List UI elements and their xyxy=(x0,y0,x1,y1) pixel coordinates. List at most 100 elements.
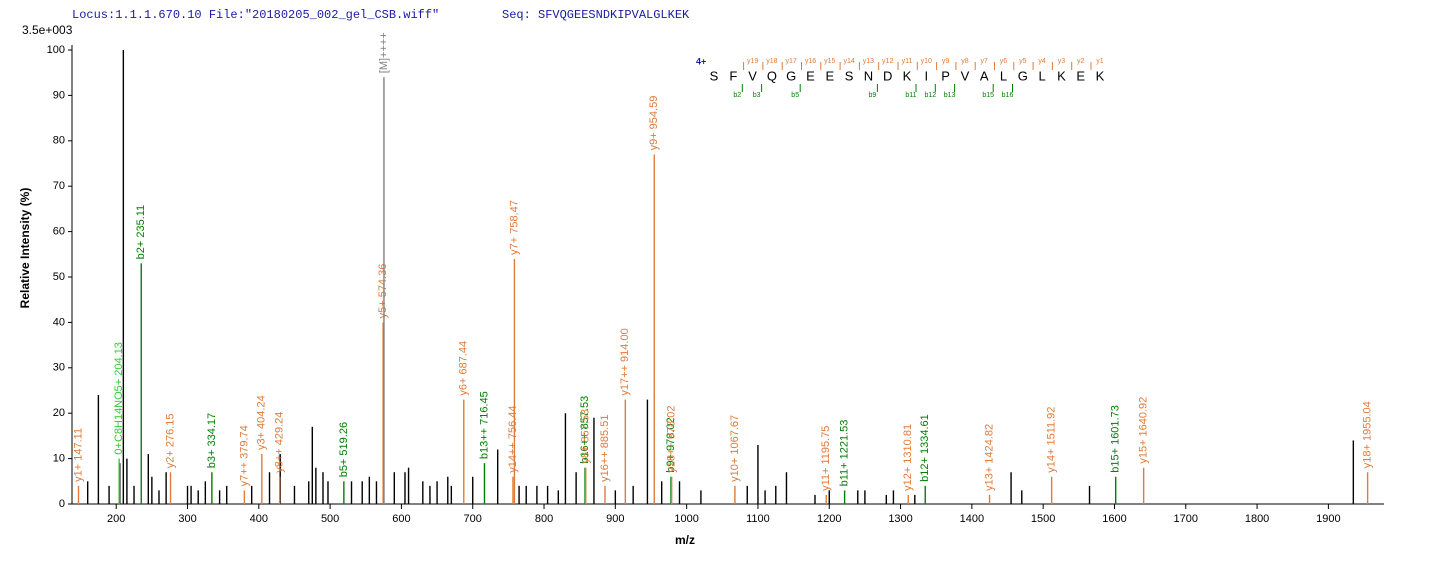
peak-label: y5+ 574.36 xyxy=(377,264,389,319)
peak-label: b11+ 1221.53 xyxy=(839,420,851,487)
peak-label: y15+ 1640.92 xyxy=(1138,397,1150,464)
residue: K xyxy=(1096,68,1105,83)
peak-label: b9+ 978.02 xyxy=(665,417,677,472)
y-axis-label: Relative Intensity (%) xyxy=(18,188,32,309)
x-tick-label: 1200 xyxy=(817,513,841,525)
b-ion-label: b13 xyxy=(944,92,956,99)
y-ion-label: y9 xyxy=(942,58,950,65)
y-ion-label: y4 xyxy=(1038,58,1046,65)
y-tick-label: 70 xyxy=(53,180,65,192)
y-ion-label: y10 xyxy=(921,58,932,65)
y-ion-label: y15 xyxy=(824,58,835,65)
peak-label: y13+ 1424.82 xyxy=(983,424,995,491)
y-tick-label: 60 xyxy=(53,226,65,238)
peak-label: y2+ 276.15 xyxy=(164,413,176,468)
peak-label: y16++ 885.51 xyxy=(599,415,611,482)
y-tick-label: 90 xyxy=(53,89,65,101)
x-tick-label: 800 xyxy=(535,513,553,525)
x-tick-label: 1100 xyxy=(746,513,770,525)
y-ion-label: y3 xyxy=(1058,58,1066,65)
y-tick-label: 30 xyxy=(53,362,65,374)
x-tick-label: 600 xyxy=(392,513,410,525)
residue: V xyxy=(961,68,970,83)
residue: E xyxy=(1076,68,1085,83)
peak-label: b15+ 1601.73 xyxy=(1110,405,1122,473)
x-tick-label: 1700 xyxy=(1174,513,1198,525)
peak-label: y7+ 758.47 xyxy=(508,200,520,255)
peak-label: y9+ 954.59 xyxy=(648,96,660,151)
y-ion-label: y14 xyxy=(843,58,854,65)
residue: L xyxy=(1000,68,1007,83)
peak-label: y8++ 429.24 xyxy=(274,412,286,473)
residue: G xyxy=(1018,68,1028,83)
peak-label: y7++ 379.74 xyxy=(238,425,250,486)
x-tick-label: 1300 xyxy=(888,513,912,525)
y-ion-label: y7 xyxy=(980,58,988,65)
charge-label: 4+ xyxy=(696,56,706,66)
y-ion-label: y8 xyxy=(961,58,969,65)
peak-label: b5+ 519.26 xyxy=(338,422,350,477)
peak-label: y3+ 404.24 xyxy=(256,395,268,450)
x-tick-label: 400 xyxy=(250,513,268,525)
residue: D xyxy=(883,68,892,83)
peak-label: [M]++++ xyxy=(378,32,390,73)
residue: E xyxy=(806,68,815,83)
x-tick-label: 1600 xyxy=(1102,513,1126,525)
y-ion-label: y18 xyxy=(766,58,777,65)
peak-label: y10+ 1067.67 xyxy=(729,415,741,482)
y-tick-label: 0 xyxy=(59,498,65,510)
y-ion-label: y1 xyxy=(1096,58,1104,65)
scale-label: 3.5e+003 xyxy=(22,23,73,37)
residue: N xyxy=(864,68,873,83)
peak-label: b12+ 1334.61 xyxy=(919,414,931,482)
y-ion-label: y11 xyxy=(902,58,913,65)
residue: P xyxy=(941,68,950,83)
x-tick-label: 1400 xyxy=(960,513,984,525)
x-tick-label: 1900 xyxy=(1316,513,1340,525)
b-ion-label: b3 xyxy=(753,92,761,99)
x-tick-label: 1800 xyxy=(1245,513,1269,525)
y-tick-label: 50 xyxy=(53,271,65,283)
y-tick-label: 20 xyxy=(53,407,65,419)
peak-label: b16++ 857.53 xyxy=(579,396,591,464)
residue: F xyxy=(729,68,737,83)
residue: I xyxy=(924,68,928,83)
peak-label: b13++ 716.45 xyxy=(478,391,490,459)
b-ion-label: b9 xyxy=(869,92,877,99)
residue: Q xyxy=(767,68,777,83)
residue: K xyxy=(1057,68,1066,83)
peak-label: y11+ 1195.75 xyxy=(820,426,832,491)
y-tick-label: 100 xyxy=(47,44,65,56)
peak-label: b3+ 334.17 xyxy=(206,413,218,468)
b-ion-label: b2 xyxy=(733,92,741,99)
x-tick-label: 900 xyxy=(606,513,624,525)
peak-label: y18++ 978.02 xyxy=(666,405,678,472)
b-ion-label: b5 xyxy=(791,92,799,99)
residue: G xyxy=(786,68,796,83)
residue: V xyxy=(748,68,757,83)
x-tick-label: 700 xyxy=(464,513,482,525)
y-ion-label: y2 xyxy=(1077,58,1085,65)
b-ion-label: b12 xyxy=(924,92,936,99)
y-ion-label: y12 xyxy=(882,58,893,65)
peak-label: y8+ 857.53 xyxy=(580,409,592,464)
peak-label: y14++ 756.44 xyxy=(507,405,519,472)
residue: K xyxy=(903,68,912,83)
x-tick-label: 1500 xyxy=(1031,513,1055,525)
y-ion-label: y17 xyxy=(786,58,797,65)
peak-label: y1+ 147.11 xyxy=(72,428,84,482)
y-ion-label: y13 xyxy=(863,58,874,65)
residue: E xyxy=(825,68,834,83)
x-tick-label: 500 xyxy=(321,513,339,525)
y-ion-label: y19 xyxy=(747,58,758,65)
peak-label: y14+ 1511.92 xyxy=(1046,407,1058,473)
y-tick-label: 80 xyxy=(53,135,65,147)
peak-label: y17++ 914.00 xyxy=(619,328,631,395)
chart-subtitle: Seq: SFVQGEESNDKIPVALGLKEK xyxy=(502,8,690,22)
residue: S xyxy=(845,68,854,83)
x-tick-label: 1000 xyxy=(674,513,698,525)
x-tick-label: 200 xyxy=(107,513,125,525)
residue: L xyxy=(1038,68,1045,83)
peak-label: y18+ 1955.04 xyxy=(1362,401,1374,468)
